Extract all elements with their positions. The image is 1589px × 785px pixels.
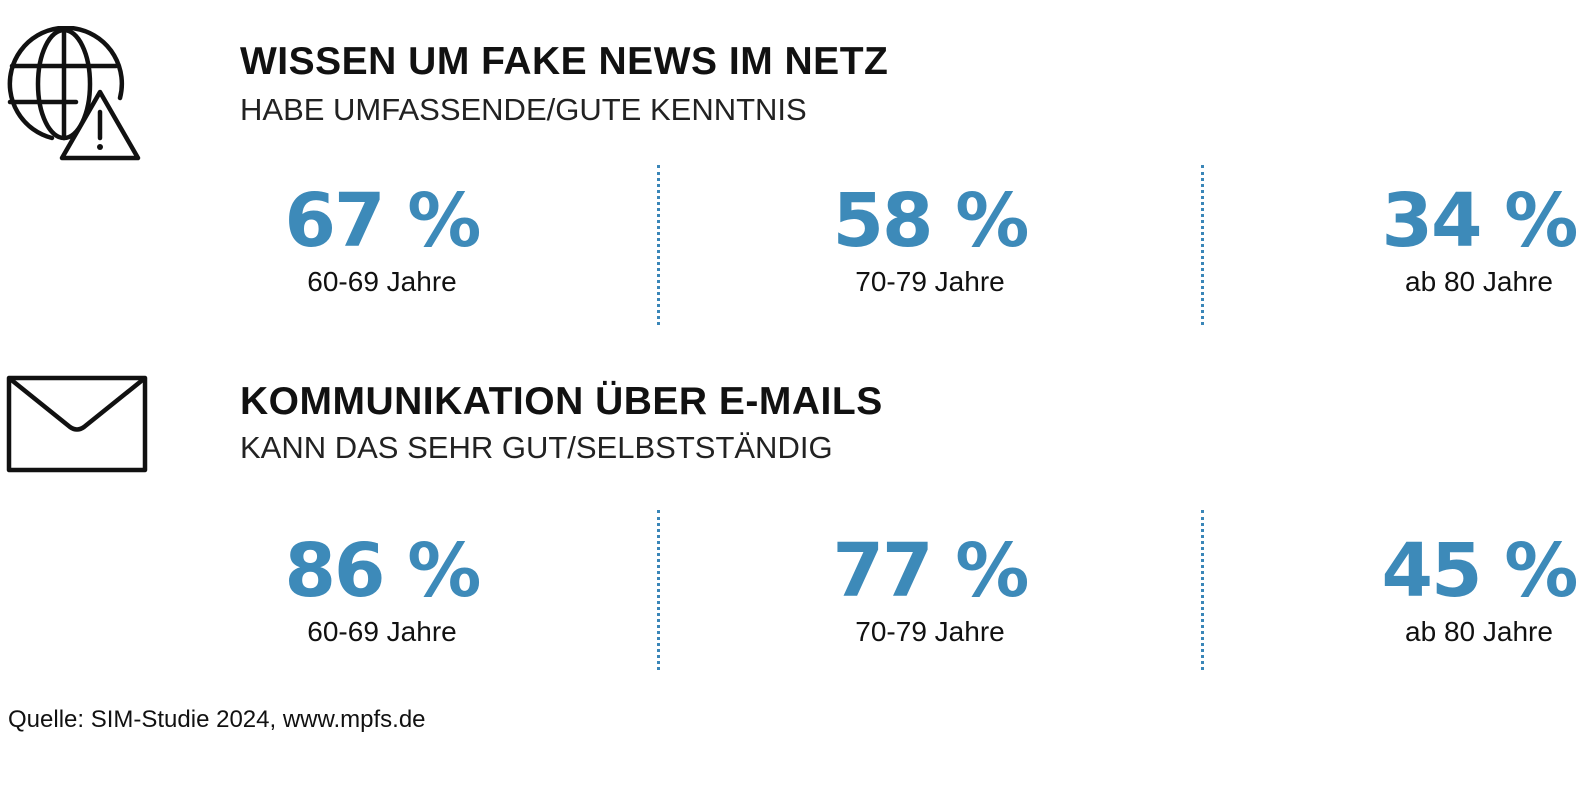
stat-label: 70-79 Jahre: [855, 266, 1005, 297]
stat-value: 45 %: [1381, 528, 1579, 614]
stat-value: 34 %: [1381, 178, 1579, 264]
stat-label: ab 80 Jahre: [1405, 616, 1553, 647]
stat-value: 67 %: [284, 178, 482, 264]
stat-group: 77 % 70-79 Jahre: [770, 530, 1090, 649]
section-2-subtitle: KANN DAS SEHR GUT/SELBSTSTÄNDIG: [240, 430, 833, 465]
source-note: Quelle: SIM-Studie 2024, www.mpfs.de: [8, 706, 426, 733]
stat-label: 60-69 Jahre: [307, 616, 457, 647]
stat-label: ab 80 Jahre: [1405, 266, 1553, 297]
stat-group: 86 % 60-69 Jahre: [222, 530, 542, 649]
section-1-title: WISSEN UM FAKE NEWS IM NETZ: [240, 40, 889, 83]
stat-label: 60-69 Jahre: [307, 266, 457, 297]
stat-value: 58 %: [832, 178, 1030, 264]
stat-label: 70-79 Jahre: [855, 616, 1005, 647]
stat-group: 45 % ab 80 Jahre: [1319, 530, 1589, 649]
stat-value: 86 %: [284, 528, 482, 614]
column-divider: [657, 510, 660, 670]
section-1-subtitle: HABE UMFASSENDE/GUTE KENNTNIS: [240, 92, 807, 127]
envelope-icon: [6, 375, 148, 473]
stat-group: 58 % 70-79 Jahre: [770, 180, 1090, 299]
stat-group: 34 % ab 80 Jahre: [1319, 180, 1589, 299]
column-divider: [1201, 510, 1204, 670]
stat-value: 77 %: [832, 528, 1030, 614]
stat-group: 67 % 60-69 Jahre: [222, 180, 542, 299]
globe-warning-icon: [7, 26, 141, 161]
column-divider: [1201, 165, 1204, 325]
section-2-title: KOMMUNIKATION ÜBER E-MAILS: [240, 380, 883, 423]
column-divider: [657, 165, 660, 325]
